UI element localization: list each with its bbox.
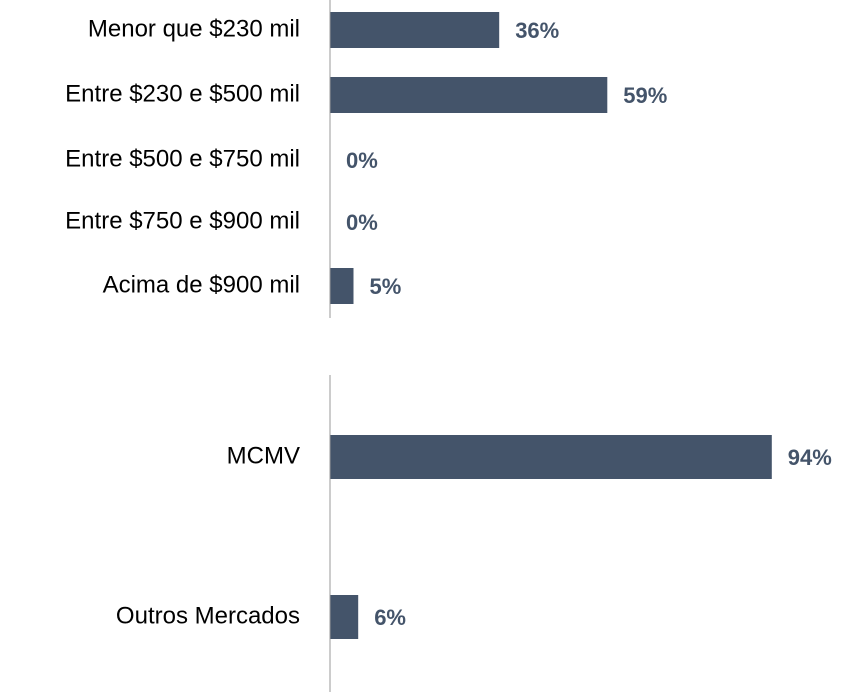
category-label: Menor que $230 mil: [88, 15, 300, 42]
value-label: 36%: [515, 18, 559, 43]
value-label: 5%: [370, 274, 402, 299]
value-label: 0%: [346, 148, 378, 173]
bar: [330, 268, 354, 304]
category-label: Entre $750 e $900 mil: [65, 207, 300, 234]
bar: [330, 595, 359, 639]
value-label: 0%: [346, 210, 378, 235]
bar: [330, 435, 772, 479]
bar: [330, 12, 500, 48]
category-label: Outros Mercados: [116, 602, 300, 629]
value-label: 6%: [374, 605, 406, 630]
category-label: MCMV: [227, 442, 300, 469]
category-label: Entre $500 e $750 mil: [65, 145, 300, 172]
category-label: Acima de $900 mil: [103, 271, 300, 298]
value-label: 59%: [623, 83, 667, 108]
category-label: Entre $230 e $500 mil: [65, 80, 300, 107]
value-label: 94%: [788, 445, 832, 470]
bar: [330, 77, 608, 113]
